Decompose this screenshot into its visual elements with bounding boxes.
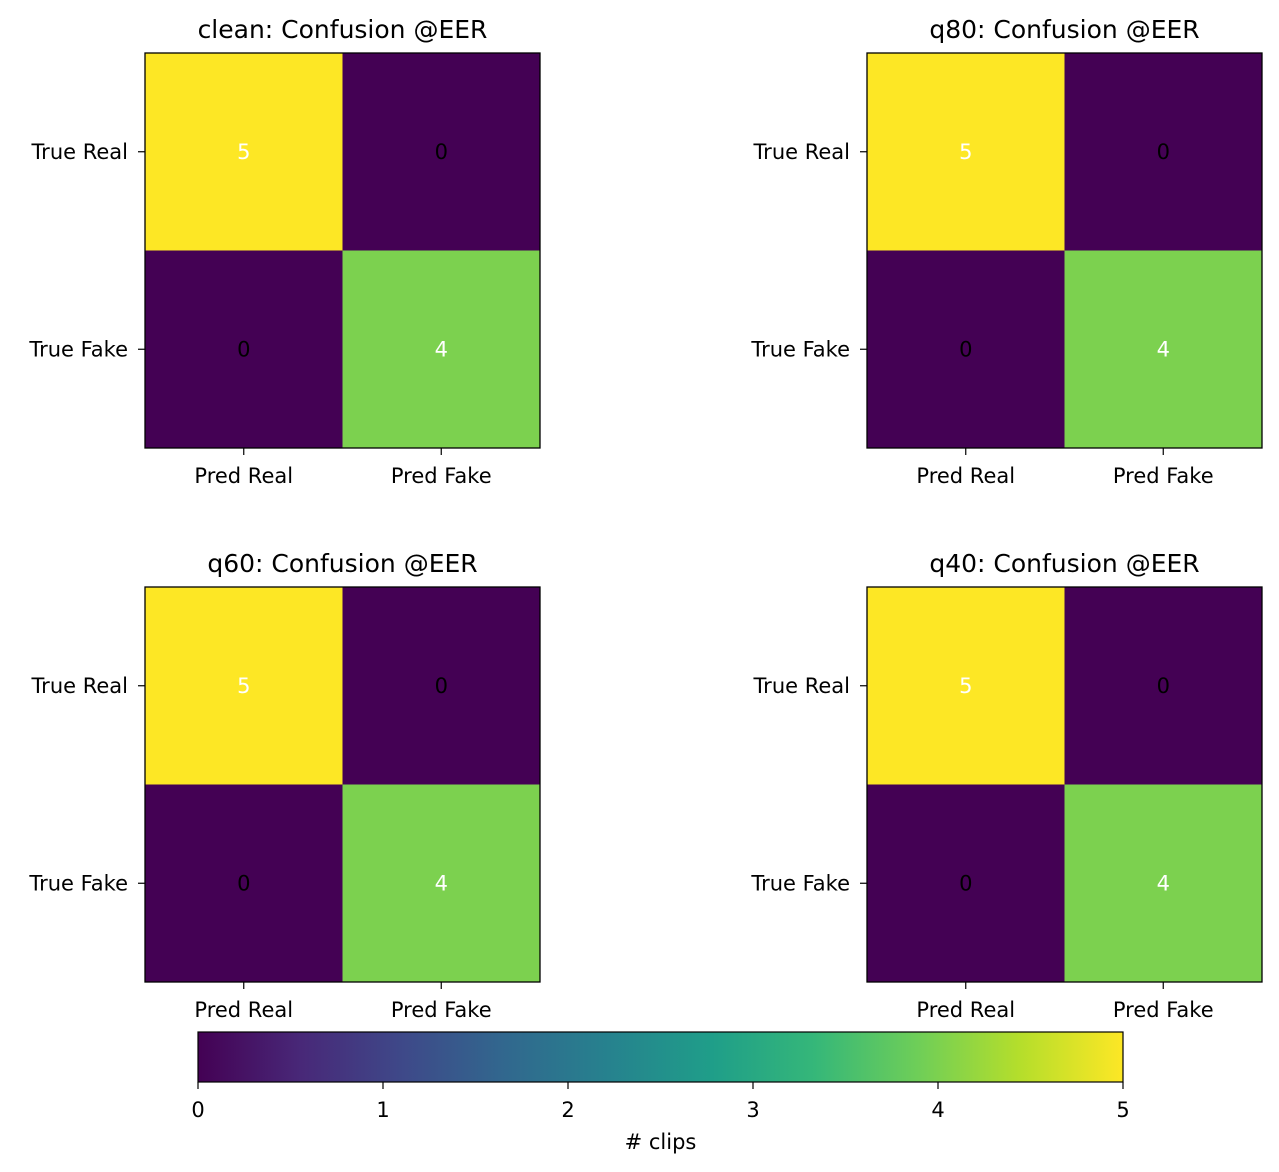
panel-title: q80: Confusion @EER: [929, 15, 1199, 44]
heatmap-cell: [867, 784, 1065, 983]
cell-value-label: 0: [959, 871, 972, 895]
heatmap-cell: [145, 587, 343, 785]
cell-value-label: 0: [959, 337, 972, 361]
heatmap-cell: [1064, 784, 1263, 983]
heatmap-cell: [145, 784, 343, 983]
x-tick-label: Pred Real: [916, 464, 1015, 488]
x-tick-label: Pred Real: [916, 998, 1015, 1022]
y-tick-label: True Real: [752, 140, 850, 164]
x-tick-label: Pred Fake: [1113, 464, 1214, 488]
heatmap-cell: [867, 250, 1065, 449]
cell-value-label: 0: [1157, 140, 1170, 164]
heatmap-cell: [1064, 53, 1263, 251]
colorbar-tick-label: 2: [561, 1098, 574, 1122]
cell-value-label: 4: [435, 337, 448, 361]
y-tick-label: True Real: [30, 674, 128, 698]
x-tick-label: Pred Fake: [1113, 998, 1214, 1022]
heatmap-cell: [1064, 587, 1263, 785]
plot-frame: [866, 586, 1263, 983]
heatmap-cell: [342, 587, 541, 785]
x-tick-label: Pred Real: [194, 464, 293, 488]
y-tick-label: True Fake: [750, 871, 850, 895]
colorbar-ticks: 0 1 2 3 4 5: [191, 1082, 1130, 1122]
cell-value-label: 0: [435, 674, 448, 698]
x-tick-label: Pred Real: [194, 998, 293, 1022]
heatmap-cell: [342, 53, 541, 251]
plot-frame: [866, 52, 1263, 449]
cell-value-label: 5: [237, 674, 250, 698]
cell-value-label: 4: [1157, 871, 1170, 895]
colorbar-tick-label: 4: [931, 1098, 944, 1122]
y-tick-label: True Fake: [750, 337, 850, 361]
colorbar-tick-label: 0: [191, 1098, 204, 1122]
y-tick-label: True Real: [752, 674, 850, 698]
colorbar-tick-label: 1: [376, 1098, 389, 1122]
cell-value-label: 5: [237, 140, 250, 164]
heatmap-cell: [145, 250, 343, 449]
colorbar: 0 1 2 3 4 5 # clips: [191, 1031, 1130, 1154]
panel-title: q40: Confusion @EER: [929, 549, 1199, 578]
confusion-panel: q60: Confusion @EER 5 0 0 4 True Real True Fak…: [28, 549, 541, 1022]
panels-group: clean: Confusion @EER 5 0 0 4 True Real True F…: [28, 15, 1263, 1022]
y-tick-label: True Fake: [28, 337, 128, 361]
confusion-panel: q80: Confusion @EER 5 0 0 4 True Real True Fak…: [750, 15, 1263, 488]
cell-value-label: 0: [1157, 674, 1170, 698]
heatmap-cell: [342, 250, 541, 449]
colorbar-tick-label: 5: [1116, 1098, 1129, 1122]
cell-value-label: 0: [435, 140, 448, 164]
heatmap-cell: [1064, 250, 1263, 449]
confusion-panel: q40: Confusion @EER 5 0 0 4 True Real True Fak…: [750, 549, 1263, 1022]
y-tick-label: True Fake: [28, 871, 128, 895]
cell-value-label: 4: [435, 871, 448, 895]
x-tick-label: Pred Fake: [391, 464, 492, 488]
plot-frame: [144, 52, 541, 449]
panel-title: q60: Confusion @EER: [207, 549, 477, 578]
cell-value-label: 0: [237, 337, 250, 361]
confusion-panel: clean: Confusion @EER 5 0 0 4 True Real True F…: [28, 15, 541, 488]
heatmap-cell: [145, 53, 343, 251]
heatmap-cell: [867, 587, 1065, 785]
heatmap-cell: [342, 784, 541, 983]
colorbar-tick-label: 3: [746, 1098, 759, 1122]
y-tick-label: True Real: [30, 140, 128, 164]
panel-title: clean: Confusion @EER: [198, 15, 488, 44]
plot-frame: [144, 586, 541, 983]
x-tick-label: Pred Fake: [391, 998, 492, 1022]
heatmap-cell: [867, 53, 1065, 251]
cell-value-label: 0: [237, 871, 250, 895]
cell-value-label: 5: [959, 140, 972, 164]
cell-value-label: 5: [959, 674, 972, 698]
colorbar-gradient: [197, 1031, 1124, 1083]
colorbar-label: # clips: [625, 1130, 697, 1154]
cell-value-label: 4: [1157, 337, 1170, 361]
